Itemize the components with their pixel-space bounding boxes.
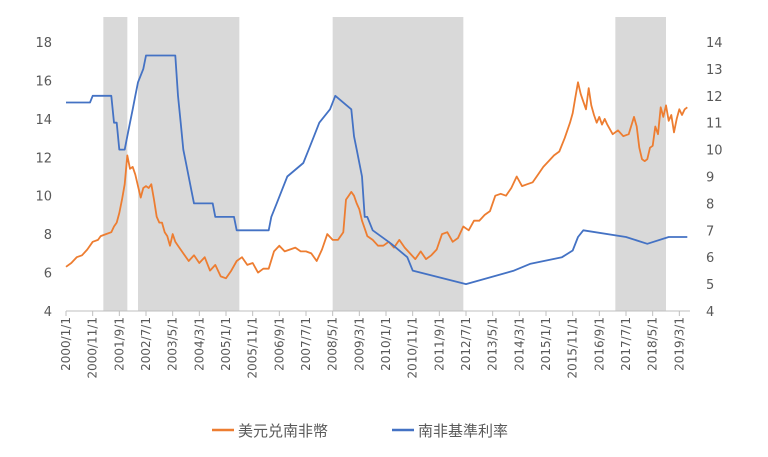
y-left-tick-label: 12 bbox=[35, 151, 52, 166]
x-tick-label: 2013/5/1 bbox=[486, 317, 500, 371]
y-left-tick-label: 4 bbox=[44, 305, 52, 320]
x-tick-label: 2004/3/1 bbox=[192, 317, 206, 371]
y-left-tick-label: 16 bbox=[35, 74, 52, 89]
legend-label-2: 南非基準利率 bbox=[418, 422, 508, 440]
x-tick-label: 2012/7/1 bbox=[459, 317, 473, 371]
x-tick-label: 2011/9/1 bbox=[432, 317, 446, 371]
series-line-1 bbox=[65, 81, 688, 280]
y-right-tick-label: 14 bbox=[706, 36, 723, 51]
x-tick-label: 2014/3/1 bbox=[512, 317, 526, 371]
series-lines bbox=[65, 54, 688, 286]
x-tick-label: 2019/3/1 bbox=[672, 317, 686, 371]
x-tick-label: 2000/1/1 bbox=[59, 317, 73, 371]
x-tick-label: 2009/3/1 bbox=[352, 317, 366, 371]
y-left-tick-label: 8 bbox=[44, 228, 52, 243]
y-right-tick-label: 4 bbox=[706, 305, 714, 320]
x-tick-label: 2003/5/1 bbox=[166, 317, 180, 371]
x-tick-label: 2010/1/1 bbox=[379, 317, 393, 371]
y-right-tick-label: 9 bbox=[706, 171, 714, 186]
axes: 4 6 8 10 12 14 16 18 4 5 6 7 8 9 10 11 12 13 14 2000/1/1 200… bbox=[35, 36, 722, 379]
x-tick-label: 2000/11/1 bbox=[86, 317, 100, 379]
series-line-2 bbox=[66, 54, 688, 286]
shaded-period-2 bbox=[138, 17, 240, 311]
y-left-tick-label: 18 bbox=[35, 36, 52, 51]
x-tick-label: 2007/7/1 bbox=[299, 317, 313, 371]
x-tick-label: 2018/5/1 bbox=[646, 317, 660, 371]
y-left-tick-label: 10 bbox=[35, 190, 52, 205]
y-left-tick-label: 14 bbox=[35, 113, 52, 128]
x-tick-label: 2005/11/1 bbox=[246, 317, 260, 379]
x-tick-label: 2010/11/1 bbox=[406, 317, 420, 379]
y-right-tick-label: 10 bbox=[706, 144, 723, 159]
y-right-tick-label: 8 bbox=[706, 197, 714, 212]
y-left-tick-label: 6 bbox=[44, 267, 52, 282]
shaded-periods bbox=[103, 17, 666, 311]
shaded-period-1 bbox=[103, 17, 128, 311]
x-tick-label: 2017/7/1 bbox=[619, 317, 633, 371]
y-right-tick-label: 6 bbox=[706, 251, 714, 266]
legend-label-1: 美元兑南非幣 bbox=[238, 422, 328, 440]
y-right-tick-label: 12 bbox=[706, 90, 723, 105]
x-tick-label: 2002/7/1 bbox=[139, 317, 153, 371]
x-tick-label: 2016/9/1 bbox=[592, 317, 606, 371]
x-tick-label: 2005/1/1 bbox=[219, 317, 233, 371]
y-right-tick-label: 11 bbox=[706, 117, 723, 132]
legend: 美元兑南非幣 南非基準利率 bbox=[212, 422, 508, 440]
x-tick-label: 2015/1/1 bbox=[539, 317, 553, 371]
x-tick-label: 2006/9/1 bbox=[272, 317, 286, 371]
x-tick-label: 2008/5/1 bbox=[326, 317, 340, 371]
x-tick-label: 2001/9/1 bbox=[112, 317, 126, 371]
shaded-period-3 bbox=[332, 17, 464, 311]
y-right-tick-label: 7 bbox=[706, 224, 714, 239]
y-right-tick-label: 13 bbox=[706, 63, 723, 78]
shaded-period-4 bbox=[615, 17, 666, 311]
x-tick-label: 2015/11/1 bbox=[566, 317, 580, 379]
y-right-tick-label: 5 bbox=[706, 278, 714, 293]
